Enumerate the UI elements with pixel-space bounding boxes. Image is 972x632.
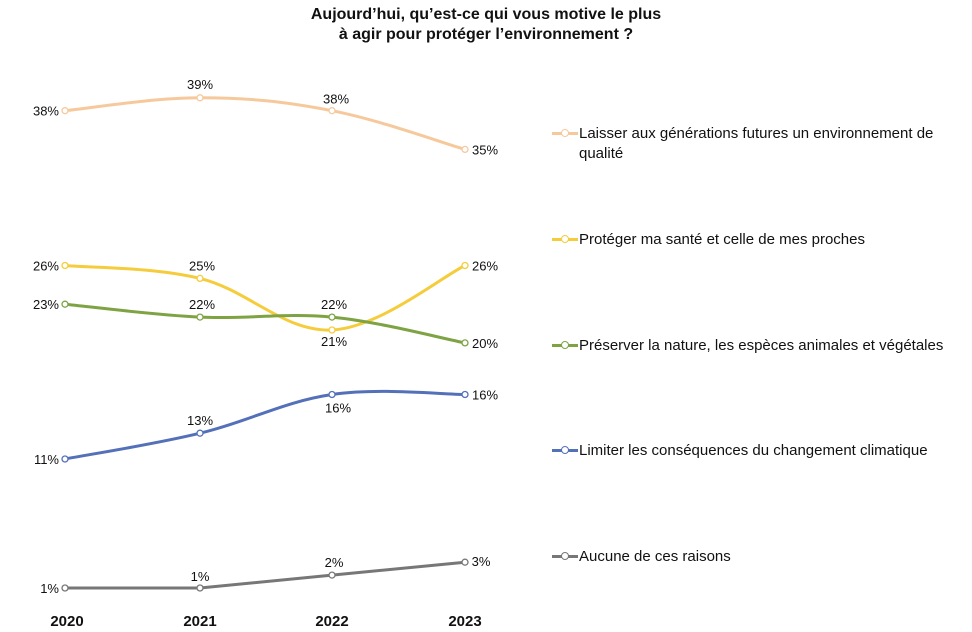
- legend-label-climat: Limiter les conséquences du changement c…: [579, 442, 928, 459]
- legend-item-aucune: Aucune de ces raisons: [552, 547, 962, 567]
- data-point-generations-futures-2020: [61, 107, 69, 115]
- data-label-climat-2020: 11%: [34, 452, 59, 467]
- data-point-sante-2020: [61, 261, 69, 270]
- legend-swatch-generations-futures: [552, 129, 578, 137]
- data-point-nature-2022: [328, 313, 336, 321]
- legend-label-nature: Préserver la nature, les espèces animale…: [579, 337, 944, 354]
- data-point-aucune-2020: [61, 584, 69, 592]
- data-point-generations-futures-2021: [196, 94, 204, 102]
- series-line-sante: [63, 264, 467, 332]
- chart-title-line-1: Aujourd’hui, qu’est-ce qui vous motive l…: [310, 6, 662, 23]
- x-tick-label-2022: 2022: [315, 613, 348, 630]
- x-tick-label-2020: 2020: [50, 613, 83, 630]
- data-point-aucune-2022: [328, 571, 336, 579]
- data-label-sante-2022: 21%: [321, 334, 347, 349]
- x-tick-label-2023: 2023: [448, 613, 481, 630]
- data-point-generations-futures-2023: [461, 145, 469, 154]
- x-axis: 2020 2021 2022 2023: [50, 613, 481, 630]
- legend-item-generations-futures: Laisser aux générations futures un envir…: [552, 124, 962, 164]
- x-tick-label-2021: 2021: [183, 613, 216, 630]
- data-point-sante-2022: [328, 326, 336, 334]
- data-label-generations-futures-2023: 35%: [472, 142, 498, 157]
- series-aucune: 1% 1% 2% 3%: [40, 554, 491, 596]
- series-line-aucune: [63, 560, 467, 590]
- legend-swatch-sante: [552, 235, 578, 243]
- data-label-nature-2021: 22%: [189, 297, 215, 312]
- chart-title: Aujourd’hui, qu’est-ce qui vous motive l…: [0, 5, 972, 45]
- data-label-aucune-2022: 2%: [325, 555, 344, 570]
- data-label-nature-2022: 22%: [321, 297, 347, 312]
- data-point-nature-2020: [61, 300, 69, 308]
- series-climat: 11% 13% 16% 16%: [34, 388, 499, 468]
- data-label-nature-2020: 23%: [33, 297, 59, 312]
- data-label-sante-2021: 25%: [189, 258, 215, 273]
- legend-label-aucune: Aucune de ces raisons: [579, 548, 731, 565]
- data-point-aucune-2023: [461, 558, 469, 566]
- data-point-sante-2021: [196, 274, 204, 283]
- data-label-generations-futures-2022: 38%: [323, 92, 349, 107]
- data-point-aucune-2021: [196, 584, 204, 592]
- data-label-sante-2020: 26%: [33, 259, 59, 274]
- series-line-climat: [63, 389, 467, 461]
- series-line-nature: [63, 302, 467, 345]
- legend-swatch-aucune: [552, 552, 578, 560]
- series-nature: 23% 22% 22% 20%: [33, 297, 498, 351]
- data-label-aucune-2023: 3%: [472, 554, 491, 569]
- legend-item-sante: Protéger ma santé et celle de mes proche…: [552, 230, 962, 250]
- legend-label-generations-futures: Laisser aux générations futures un envir…: [579, 125, 934, 162]
- data-point-climat-2021: [196, 429, 204, 437]
- series-line-generations-futures: [63, 96, 467, 151]
- data-label-generations-futures-2021: 39%: [187, 77, 213, 92]
- data-point-climat-2020: [61, 455, 69, 463]
- data-label-climat-2022: 16%: [325, 401, 351, 416]
- data-point-climat-2023: [461, 390, 469, 399]
- data-label-aucune-2021: 1%: [191, 569, 210, 584]
- series-layer: 38%39%38%35%26% 25%21%26%23% 22% 22%20%11%1…: [33, 77, 498, 596]
- legend-item-nature: Préserver la nature, les espèces animale…: [552, 336, 962, 356]
- legend-swatch-nature: [552, 341, 578, 349]
- data-point-generations-futures-2022: [328, 107, 336, 115]
- data-label-sante-2023: 26%: [472, 259, 498, 274]
- data-label-generations-futures-2020: 38%: [33, 104, 59, 119]
- data-label-climat-2023: 16%: [472, 388, 498, 403]
- data-point-sante-2023: [461, 261, 469, 270]
- legend-item-climat: Limiter les conséquences du changement c…: [552, 441, 962, 461]
- data-label-climat-2021: 13%: [187, 413, 213, 428]
- data-label-nature-2023: 20%: [472, 336, 498, 351]
- series-sante: 26% 25% 21% 26%: [33, 258, 498, 349]
- data-point-nature-2021: [196, 313, 204, 321]
- data-label-aucune-2020: 1%: [40, 581, 59, 596]
- chart-title-line-2: à agir pour protéger l’environnement ?: [338, 26, 634, 43]
- data-point-nature-2023: [461, 339, 469, 347]
- legend-label-sante: Protéger ma santé et celle de mes proche…: [579, 231, 865, 248]
- legend-swatch-climat: [552, 446, 578, 454]
- series-generations-futures: 38% 39% 38% 35%: [33, 77, 498, 158]
- data-point-climat-2022: [328, 390, 336, 399]
